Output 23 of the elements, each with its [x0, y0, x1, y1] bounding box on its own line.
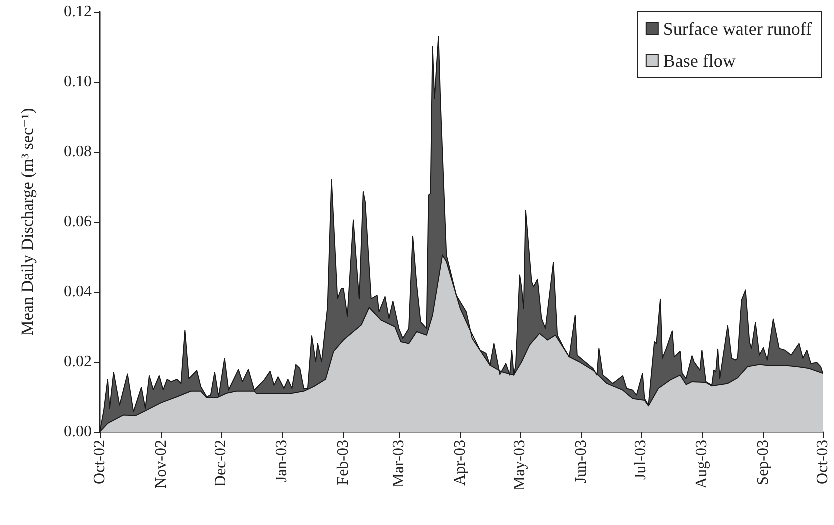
- y-tick-label: 0.00: [64, 424, 92, 440]
- y-tick-label: 0.10: [64, 74, 92, 90]
- x-tick-label: Oct-02: [92, 440, 108, 484]
- x-tick-label: May-03: [511, 440, 528, 491]
- y-tick-label: 0.12: [64, 4, 92, 20]
- x-tick-label: Jul-03: [632, 440, 650, 480]
- x-tick-label: Dec-02: [212, 440, 230, 488]
- legend-label: Base flow: [663, 51, 736, 71]
- x-tick-label: Feb-03: [335, 440, 352, 486]
- y-axis-title: Mean Daily Discharge (m³ sec⁻¹): [18, 108, 37, 336]
- x-tick-label: Mar-03: [390, 440, 408, 488]
- x-tick-label: Jan-03: [274, 440, 291, 483]
- y-tick-label: 0.08: [64, 144, 92, 160]
- x-tick-label: Jun-03: [572, 440, 590, 484]
- y-tick-label: 0.06: [64, 214, 92, 230]
- y-tick-label: 0.04: [64, 284, 92, 300]
- x-tick-label: Aug-03: [694, 440, 711, 489]
- x-tick-label: Sep-03: [755, 440, 772, 486]
- y-tick-label: 0.02: [64, 354, 92, 370]
- legend-label: Surface water runoff: [663, 19, 812, 39]
- x-tick-label: Oct-03: [814, 440, 832, 484]
- x-tick-label: Nov-02: [152, 440, 170, 489]
- x-tick-label: Apr-03: [452, 440, 470, 486]
